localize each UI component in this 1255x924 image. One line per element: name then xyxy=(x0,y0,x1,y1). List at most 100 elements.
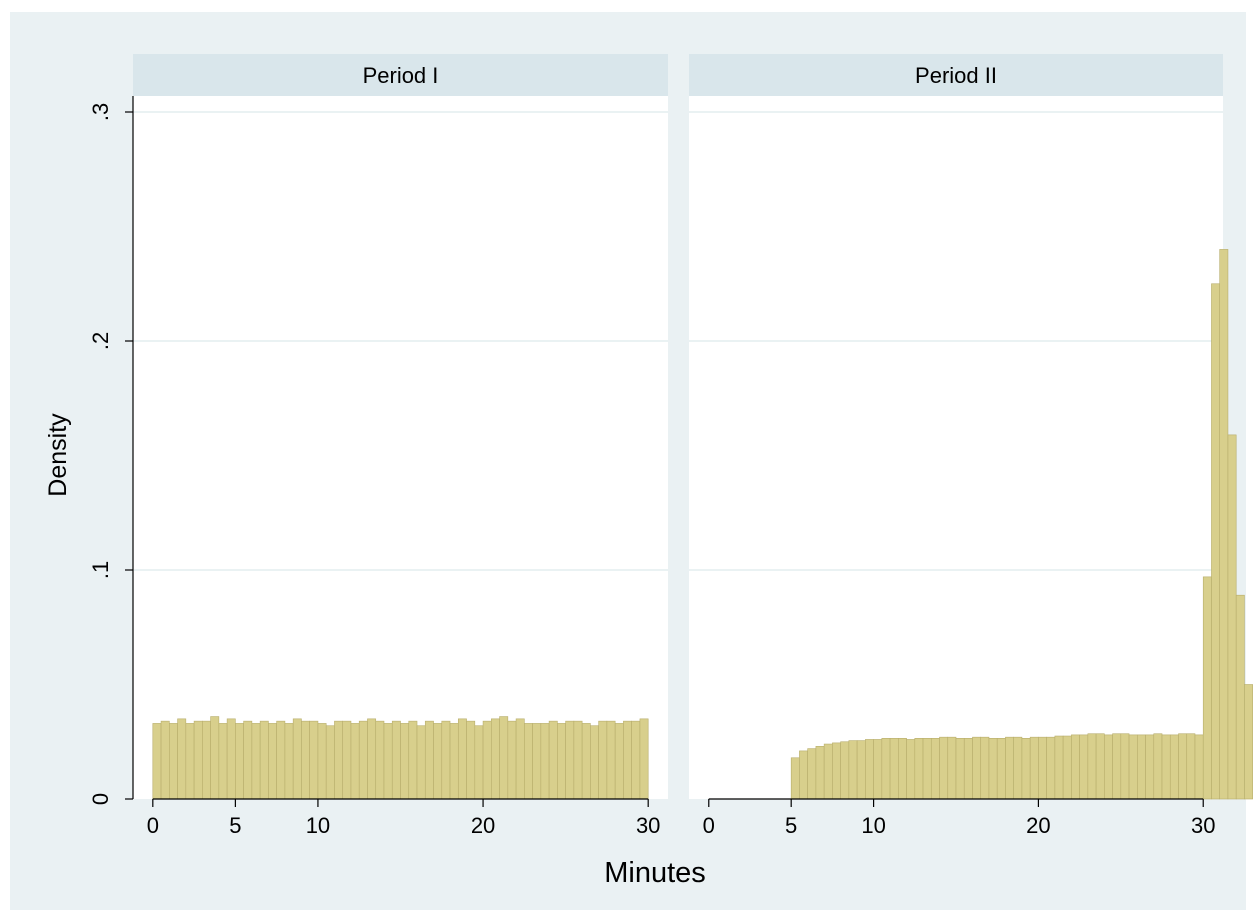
histogram-bar xyxy=(988,738,998,800)
histogram-bar xyxy=(573,720,583,800)
histogram-bar xyxy=(1161,734,1171,800)
histogram-bar xyxy=(507,720,517,800)
histogram-bar xyxy=(1178,733,1188,800)
histogram-bar xyxy=(400,723,410,800)
histogram-bar xyxy=(848,740,858,800)
histogram-bar xyxy=(276,720,286,800)
histogram-bar xyxy=(557,723,566,800)
histogram-bar xyxy=(1128,734,1138,800)
panel-1: Period I 0 5 10 20 30 0 .1 .2 .3 xyxy=(88,54,668,838)
histogram-bar xyxy=(466,720,476,800)
histogram-bar xyxy=(1104,734,1113,800)
histogram-bar xyxy=(1227,434,1237,800)
x-axis-title: Minutes xyxy=(604,857,706,889)
histogram-bar xyxy=(614,723,624,800)
histogram-bar xyxy=(790,757,800,800)
histogram-bar xyxy=(906,739,916,800)
histogram-bar xyxy=(1211,283,1221,800)
histogram-bar xyxy=(1071,734,1080,800)
y-tick-label: 0 xyxy=(88,793,113,805)
histogram-bar xyxy=(251,723,261,800)
histogram-bar xyxy=(947,736,957,800)
histogram-bar xyxy=(1145,734,1155,800)
histogram-bar xyxy=(548,720,558,800)
histogram-bar xyxy=(980,736,990,800)
panel-title: Period I xyxy=(363,63,439,88)
histogram-bar xyxy=(301,720,310,800)
histogram-bar xyxy=(243,720,253,800)
x-tick-label: 10 xyxy=(861,813,885,838)
histogram-bar xyxy=(408,720,418,800)
histogram-bar xyxy=(1087,733,1097,800)
histogram-bar xyxy=(532,723,542,800)
histogram-bar xyxy=(325,725,335,800)
histogram-bar xyxy=(1235,594,1245,800)
histogram-bar xyxy=(226,718,236,800)
histogram-bar xyxy=(856,740,866,800)
histogram-bar xyxy=(623,720,632,800)
histogram-bar xyxy=(268,723,277,800)
y-tick-label: .3 xyxy=(88,103,113,121)
histogram-bar xyxy=(317,723,327,800)
histogram-bar xyxy=(292,718,302,800)
histogram-bar xyxy=(342,720,352,800)
histogram-bar xyxy=(1136,734,1146,800)
histogram-bar xyxy=(631,720,641,800)
histogram-bar xyxy=(914,738,924,800)
x-tick-label: 10 xyxy=(306,813,330,838)
histogram-bar xyxy=(424,720,434,800)
histogram-bar xyxy=(1079,734,1089,800)
panel-title: Period II xyxy=(915,63,997,88)
histogram-bar xyxy=(491,718,500,800)
histogram-bar xyxy=(889,738,899,800)
histogram-bar xyxy=(218,723,228,800)
histogram-bar xyxy=(590,725,599,800)
histogram-bar xyxy=(1095,733,1105,800)
histogram-bar xyxy=(1153,733,1163,800)
panel-strip xyxy=(689,54,1223,96)
histogram-bar xyxy=(639,718,649,800)
histogram-bar xyxy=(457,718,467,800)
histogram-bar xyxy=(581,723,591,800)
histogram-bar xyxy=(334,720,344,800)
histogram-bar xyxy=(375,720,385,800)
histogram-bar xyxy=(1120,733,1130,800)
histogram-bar xyxy=(1062,735,1072,800)
histogram-bar xyxy=(383,723,393,800)
histogram-bar xyxy=(177,718,187,800)
y-tick-label: .2 xyxy=(88,332,113,350)
panel-2: Period II 0 5 10 20 30 xyxy=(689,54,1253,838)
histogram-bar xyxy=(996,738,1006,800)
histogram-bar xyxy=(922,738,932,800)
histogram-bar xyxy=(433,723,443,800)
histogram-bar xyxy=(1244,684,1253,800)
histogram-bar xyxy=(367,718,377,800)
histogram-bar xyxy=(955,738,965,800)
histogram-bar xyxy=(939,736,949,800)
x-tick-label: 20 xyxy=(1026,813,1050,838)
histogram-bar xyxy=(1194,734,1204,800)
x-tick-label: 5 xyxy=(229,813,241,838)
histogram-bar xyxy=(1219,249,1229,800)
histogram-bar xyxy=(482,720,492,800)
histogram-bar xyxy=(169,723,178,800)
histogram-bar xyxy=(1029,736,1039,800)
histogram-bar xyxy=(416,725,426,800)
x-tick-label: 5 xyxy=(785,813,797,838)
histogram-bar xyxy=(963,738,973,800)
histogram-bar xyxy=(193,720,203,800)
x-tick-label: 20 xyxy=(471,813,495,838)
histogram-bar xyxy=(606,720,616,800)
histogram-bar xyxy=(474,725,484,800)
histogram-bar xyxy=(441,720,451,800)
histogram-bar xyxy=(210,716,220,800)
histogram-bar xyxy=(259,720,269,800)
histogram-bar xyxy=(823,743,833,800)
histogram-bar xyxy=(1169,734,1179,800)
histogram-bar xyxy=(185,723,195,800)
histogram-bar xyxy=(1112,733,1122,800)
histogram-bar xyxy=(1202,576,1212,800)
histogram-bar xyxy=(235,723,244,800)
histogram-bar xyxy=(284,723,294,800)
